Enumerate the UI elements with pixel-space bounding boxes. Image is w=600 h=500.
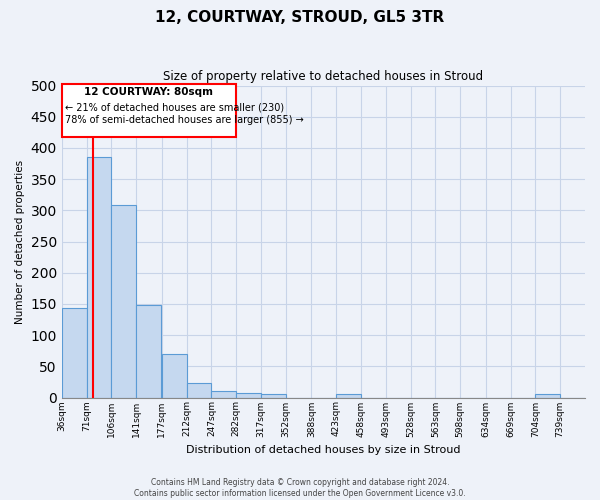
Bar: [136, 304, 161, 398]
Bar: [62, 308, 86, 398]
Bar: [162, 354, 187, 398]
Text: ← 21% of detached houses are smaller (230): ← 21% of detached houses are smaller (23…: [65, 102, 284, 113]
Bar: [535, 394, 560, 398]
Bar: [62, 84, 236, 136]
Title: Size of property relative to detached houses in Stroud: Size of property relative to detached ho…: [163, 70, 484, 83]
Bar: [336, 394, 361, 398]
Bar: [187, 382, 211, 398]
X-axis label: Distribution of detached houses by size in Stroud: Distribution of detached houses by size …: [186, 445, 461, 455]
Text: 78% of semi-detached houses are larger (855) →: 78% of semi-detached houses are larger (…: [65, 115, 304, 125]
Text: Contains HM Land Registry data © Crown copyright and database right 2024.
Contai: Contains HM Land Registry data © Crown c…: [134, 478, 466, 498]
Bar: [236, 393, 261, 398]
Bar: [112, 206, 136, 398]
Y-axis label: Number of detached properties: Number of detached properties: [15, 160, 25, 324]
Text: 12 COURTWAY: 80sqm: 12 COURTWAY: 80sqm: [85, 87, 214, 97]
Bar: [211, 392, 236, 398]
Bar: [261, 394, 286, 398]
Bar: [86, 158, 112, 398]
Text: 12, COURTWAY, STROUD, GL5 3TR: 12, COURTWAY, STROUD, GL5 3TR: [155, 10, 445, 25]
